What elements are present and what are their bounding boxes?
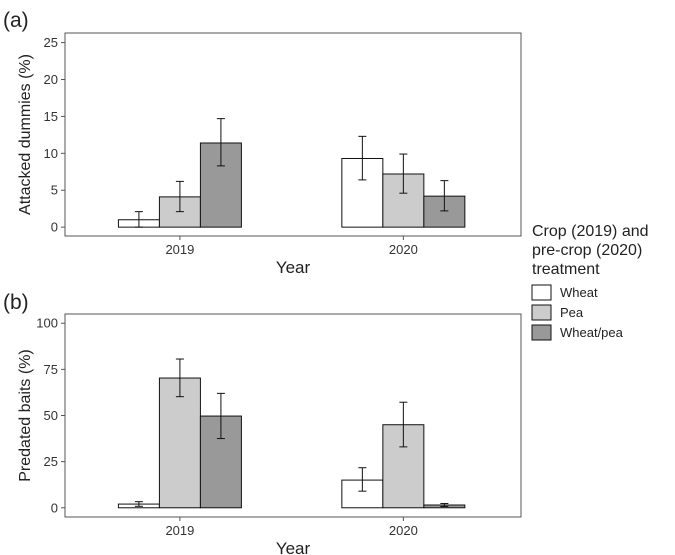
bar-pea-2019 bbox=[158, 377, 201, 509]
x-tick-label: 2020 bbox=[389, 523, 418, 538]
y-tick-label: 5 bbox=[51, 183, 58, 198]
y-tick-label: 0 bbox=[51, 220, 58, 235]
x-tick-label: 2019 bbox=[165, 523, 194, 538]
y-tick-label: 25 bbox=[44, 454, 58, 469]
legend-title-line: treatment bbox=[532, 261, 600, 278]
panel-b: (b) 0 25 50 75 100 Predated baits (%) 2019 2020 Y… bbox=[3, 291, 522, 555]
legend-label: Wheat/pea bbox=[560, 325, 624, 340]
legend-title-line: Crop (2019) and bbox=[532, 223, 649, 240]
legend-title-line: pre-crop (2020) bbox=[532, 242, 642, 259]
x-tick-label: 2020 bbox=[389, 242, 418, 257]
y-tick-label: 100 bbox=[36, 316, 58, 331]
bar-wheat-2020 bbox=[341, 479, 384, 509]
x-axis-title: Year bbox=[276, 539, 311, 555]
y-tick-label: 75 bbox=[44, 362, 58, 377]
legend-swatch-wheat bbox=[531, 284, 552, 301]
panel-a: (a) 0 5 10 15 20 25 Attacked dummies (%) 2019 202… bbox=[3, 9, 522, 277]
x-tick-label: 2019 bbox=[165, 242, 194, 257]
legend-swatch-pea bbox=[531, 304, 552, 321]
y-axis-title: Predated baits (%) bbox=[17, 349, 34, 482]
y-tick-label: 20 bbox=[44, 72, 58, 87]
legend-label: Wheat bbox=[560, 285, 598, 300]
plot-frame bbox=[64, 313, 522, 518]
y-tick-label: 10 bbox=[44, 146, 58, 161]
y-tick-label: 50 bbox=[44, 408, 58, 423]
legend-label: Pea bbox=[560, 305, 584, 320]
legend-swatch-wheat-pea bbox=[531, 324, 552, 341]
x-axis-title: Year bbox=[276, 258, 311, 277]
y-axis-title: Attacked dummies (%) bbox=[17, 54, 34, 215]
legend: Crop (2019) and pre-crop (2020) treatment W… bbox=[531, 223, 649, 341]
y-tick-label: 0 bbox=[51, 500, 58, 515]
y-tick-label: 15 bbox=[44, 109, 58, 124]
y-tick-label: 25 bbox=[44, 35, 58, 50]
panel-label: (a) bbox=[3, 9, 29, 32]
panel-label: (b) bbox=[3, 291, 29, 314]
